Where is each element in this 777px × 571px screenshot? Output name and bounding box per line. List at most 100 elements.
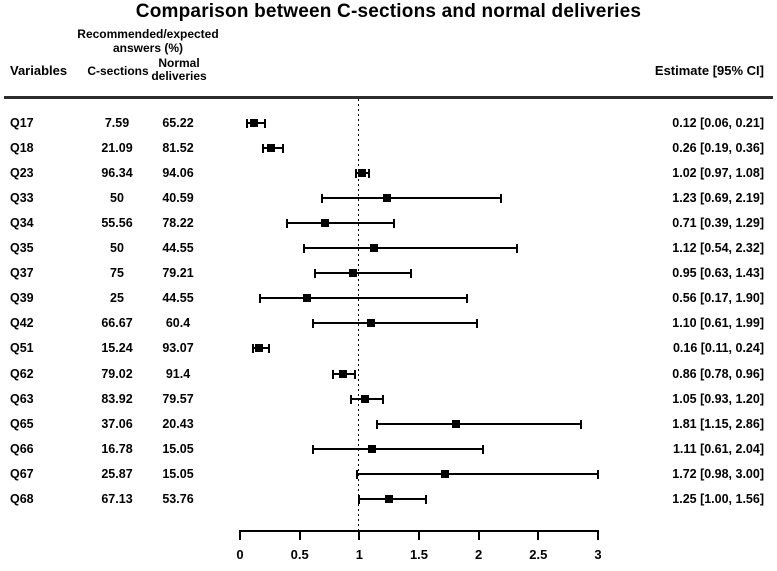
row-variable-label: Q17 <box>10 116 34 130</box>
x-axis-tick-label: 3 <box>594 547 602 562</box>
forest-row: Q68 67.13 53.76 1.25 [1.00, 1.56] <box>0 487 777 512</box>
estimate-marker <box>361 394 370 403</box>
row-normal-value: 81.52 <box>162 141 194 156</box>
ci-cap-low <box>314 269 317 279</box>
row-estimate-label: 1.81 [1.15, 2.86] <box>672 416 764 431</box>
row-variable-label: Q18 <box>10 141 34 156</box>
row-estimate-label: 0.26 [0.19, 0.36] <box>672 141 764 156</box>
row-variable-label: Q23 <box>10 166 34 181</box>
row-csections-value: 15.24 <box>101 341 133 356</box>
ci-cap-high <box>482 444 485 454</box>
ci-cap-high <box>500 194 503 204</box>
column-header-csections: C-sections <box>87 64 149 78</box>
row-csections-value: 96.34 <box>101 166 133 181</box>
estimate-marker <box>302 294 311 303</box>
column-header-normal-deliveries: Normal deliveries <box>140 57 218 83</box>
row-csections-value: 37.06 <box>101 416 133 431</box>
x-axis-tick-label: 0.5 <box>290 547 309 562</box>
ci-cap-high <box>465 294 468 304</box>
ci-whisker <box>304 247 517 250</box>
forest-row: Q67 25.87 15.05 1.72 [0.98, 3.00] <box>0 462 777 487</box>
ci-cap-low <box>311 444 314 454</box>
row-estimate-label: 1.10 [0.61, 1.99] <box>672 316 764 331</box>
row-estimate-label: 0.16 [0.11, 0.24] <box>672 341 764 356</box>
ci-cap-low <box>332 369 335 379</box>
estimate-marker <box>338 369 347 378</box>
estimate-marker <box>349 269 358 278</box>
x-axis-tick <box>477 530 480 540</box>
estimate-marker <box>367 319 376 328</box>
ci-whisker <box>312 322 478 325</box>
row-estimate-label: 0.12 [0.06, 0.21] <box>672 116 764 130</box>
row-variable-label: Q34 <box>10 216 34 231</box>
estimate-marker <box>382 194 391 203</box>
forest-row: Q34 55.56 78.22 0.71 [0.39, 1.29] <box>0 211 777 236</box>
row-normal-value: 93.07 <box>162 341 194 356</box>
row-variable-label: Q39 <box>10 291 34 306</box>
row-estimate-label: 1.11 [0.61, 2.04] <box>672 441 764 456</box>
row-estimate-label: 1.23 [0.69, 2.19] <box>672 191 764 206</box>
row-normal-value: 60.4 <box>165 316 191 331</box>
ci-cap-high <box>264 119 267 128</box>
row-csections-value: 55.56 <box>101 216 133 231</box>
estimate-marker <box>451 419 460 428</box>
column-header-variables: Variables <box>10 63 68 78</box>
ci-cap-low <box>358 494 361 504</box>
x-axis-tick <box>239 530 241 540</box>
column-group-header-line2: answers (%) <box>112 41 184 55</box>
ci-whisker <box>322 197 502 200</box>
forest-row: Q62 79.02 91.4 0.86 [0.78, 0.96] <box>0 362 777 387</box>
row-variable-label: Q33 <box>10 191 34 206</box>
row-estimate-label: 0.86 [0.78, 0.96] <box>672 366 764 381</box>
row-normal-value: 65.22 <box>162 116 194 130</box>
estimate-marker <box>255 344 264 353</box>
forest-row: Q37 75 79.21 0.95 [0.63, 1.43] <box>0 261 777 286</box>
row-csections-value: 7.59 <box>104 116 130 130</box>
row-variable-label: Q42 <box>10 316 34 331</box>
ci-cap-low <box>355 469 358 479</box>
ci-cap-low <box>303 244 306 254</box>
row-csections-value: 16.78 <box>101 441 133 456</box>
row-normal-value: 53.76 <box>162 491 194 506</box>
row-normal-value: 91.4 <box>165 366 191 381</box>
row-csections-value: 67.13 <box>101 491 133 506</box>
ci-whisker <box>315 272 411 275</box>
x-axis-tick <box>358 530 361 540</box>
ci-cap-low <box>349 394 352 404</box>
row-csections-value: 25.87 <box>101 466 133 481</box>
row-normal-value: 44.55 <box>162 291 194 306</box>
row-estimate-label: 1.02 [0.97, 1.08] <box>672 166 764 181</box>
estimate-marker <box>357 169 366 178</box>
ci-cap-high <box>409 269 412 279</box>
row-estimate-label: 0.95 [0.63, 1.43] <box>672 266 764 281</box>
row-normal-value: 20.43 <box>162 416 194 431</box>
ci-cap-low <box>376 419 379 429</box>
estimate-marker <box>385 494 394 503</box>
row-estimate-label: 0.56 [0.17, 1.90] <box>672 291 764 306</box>
row-csections-value: 83.92 <box>101 391 133 406</box>
ci-cap-high <box>281 144 284 154</box>
ci-whisker <box>312 447 484 450</box>
row-variable-label: Q63 <box>10 391 34 406</box>
row-csections-value: 66.67 <box>101 316 133 331</box>
row-variable-label: Q35 <box>10 241 34 256</box>
row-estimate-label: 0.71 [0.39, 1.29] <box>672 216 764 231</box>
forest-row: Q65 37.06 20.43 1.81 [1.15, 2.86] <box>0 412 777 437</box>
x-axis-tick <box>537 530 540 540</box>
ci-cap-high <box>392 219 395 229</box>
row-normal-value: 15.05 <box>162 466 194 481</box>
forest-row: Q35 50 44.55 1.12 [0.54, 2.32] <box>0 236 777 261</box>
ci-cap-high <box>367 169 370 179</box>
ci-cap-high <box>596 469 599 479</box>
x-axis-tick <box>596 530 599 540</box>
ci-cap-high <box>580 419 583 429</box>
row-estimate-label: 1.25 [1.00, 1.56] <box>672 491 764 506</box>
ci-cap-low <box>321 194 324 204</box>
x-axis-tick-label: 1 <box>355 547 363 562</box>
column-group-header: Recommended/expected answers (%) <box>48 27 248 55</box>
ci-cap-low <box>354 169 357 179</box>
header-divider <box>4 96 773 99</box>
row-variable-label: Q68 <box>10 491 34 506</box>
row-variable-label: Q51 <box>10 341 34 356</box>
